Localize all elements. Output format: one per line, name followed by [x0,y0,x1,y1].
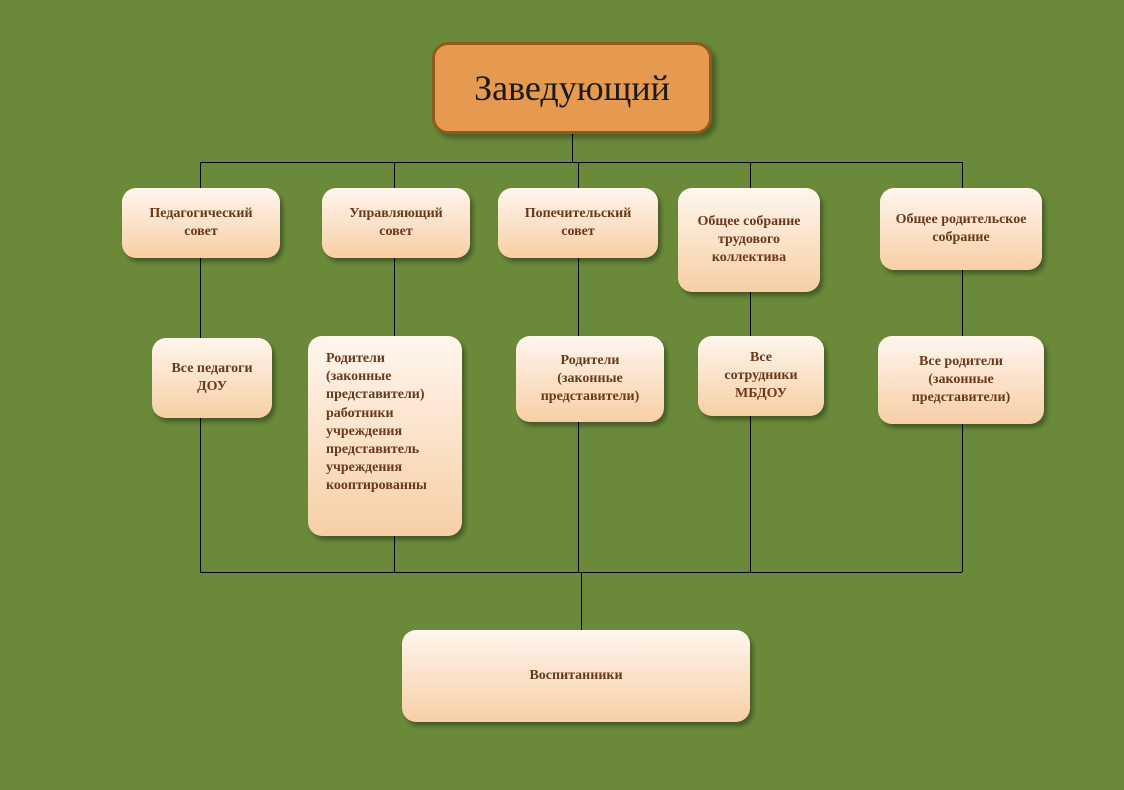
node-r2c2: Родители (законные представители) работн… [308,336,462,536]
connector-h [200,162,962,163]
connector-v [962,162,963,188]
node-r2c5: Все родители (законные представители) [878,336,1044,424]
node-r2c1: Все педагоги ДОУ [152,338,272,418]
connector-v [750,162,751,188]
node-r1c5: Общее родительское собрание [880,188,1042,270]
org-chart-canvas: Заведующий Педагогический совет Управляющи… [0,0,1124,790]
connector-v [581,572,582,630]
node-r2c3: Родители (законные представители) [516,336,664,422]
connector-v [572,134,573,162]
node-r1c2: Управляющий совет [322,188,470,258]
node-bottom: Воспитанники [402,630,750,722]
node-root: Заведующий [432,42,712,134]
node-r1c3: Попечительский совет [498,188,658,258]
node-r2c4: Все сотрудники МБДОУ [698,336,824,416]
connector-v [200,162,201,188]
connector-v [750,292,751,572]
node-r1c1: Педагогический совет [122,188,280,258]
node-r1c4: Общее собрание трудового коллектива [678,188,820,292]
connector-v [394,162,395,188]
connector-v [578,162,579,188]
